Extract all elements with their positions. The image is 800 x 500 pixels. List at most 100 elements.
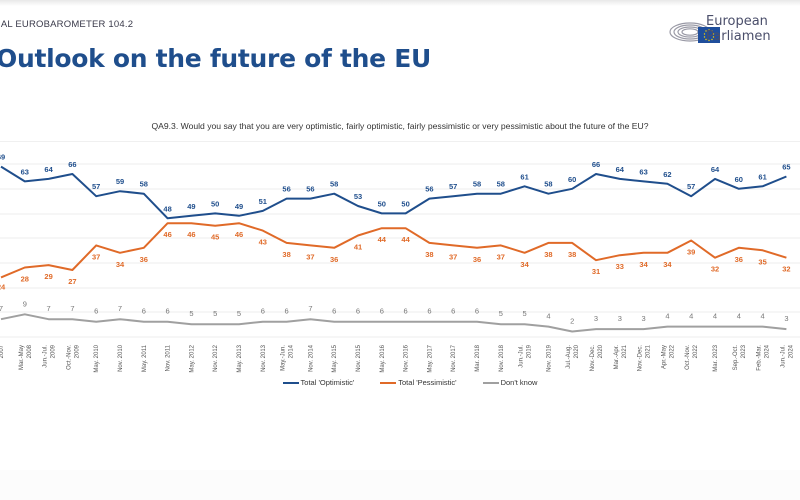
data-label-dont-know: 7 <box>70 304 74 313</box>
x-tick-label: Nov. 2014 <box>308 344 314 372</box>
x-tick-text: Mar. 2018 <box>475 344 481 371</box>
data-label-optimistic: 58 <box>140 180 148 189</box>
logo-line-1: European <box>706 14 768 29</box>
x-tick-text: Jul.-Aug. <box>566 345 572 369</box>
data-label-dont-know: 9 <box>23 299 27 308</box>
data-label-dont-know: 6 <box>475 307 479 316</box>
data-label-optimistic: 50 <box>378 199 386 208</box>
x-tick-text: May. 2011 <box>142 344 148 372</box>
x-tick-text: Feb.-Mar. <box>757 345 763 371</box>
data-label-dont-know: 3 <box>594 314 598 323</box>
data-label-pessimistic: 38 <box>568 250 576 259</box>
data-label-pessimistic: 31 <box>592 267 600 276</box>
data-label-optimistic: 57 <box>449 182 457 191</box>
x-tick-text: May.-Jun. <box>281 345 287 371</box>
data-label-pessimistic: 44 <box>401 235 410 244</box>
data-label-optimistic: 56 <box>282 185 290 194</box>
data-label-pessimistic: 32 <box>782 265 790 274</box>
data-label-pessimistic: 39 <box>687 247 695 256</box>
x-tick-text: 2020 <box>598 344 604 358</box>
x-tick-label: Apr.-May 2022 <box>661 344 675 369</box>
x-tick-text: May. 2013 <box>237 344 243 372</box>
page-title: Outlook on the future of the EU <box>0 44 431 73</box>
data-label-dont-know: 7 <box>308 304 312 313</box>
x-tick-text: Nov. 2019 <box>546 344 552 372</box>
survey-question: QA9.3. Would you say that you are very o… <box>151 121 649 131</box>
data-label-pessimistic: 36 <box>473 255 481 264</box>
series-line-dont-know <box>0 313 787 333</box>
x-tick-text: Mar. 2023 <box>713 344 719 371</box>
data-label-optimistic: 48 <box>163 204 171 213</box>
data-label-optimistic: 64 <box>616 165 625 174</box>
data-label-dont-know: 6 <box>332 307 336 316</box>
data-label-pessimistic: 35 <box>758 257 766 266</box>
data-label-optimistic: 60 <box>735 175 743 184</box>
footer-area <box>0 470 800 500</box>
data-label-optimistic: 58 <box>497 180 505 189</box>
data-label-dont-know: 4 <box>761 312 765 321</box>
data-label-optimistic: 65 <box>782 162 790 171</box>
data-label-optimistic: 61 <box>520 172 528 181</box>
data-label-dont-know: 5 <box>213 309 217 318</box>
x-tick-label: Nov. 2012 <box>213 344 219 372</box>
data-label-optimistic: 64 <box>711 165 720 174</box>
eu-stars-icon <box>703 29 715 42</box>
x-tick-label: May. 2011 <box>142 344 148 372</box>
legend-swatch-dont-know <box>482 381 499 384</box>
x-tick-label: Nov. 2018 <box>499 344 505 372</box>
x-tick-text: Nov. 2017 <box>451 344 457 372</box>
x-tick-text: Nov. 2013 <box>261 344 267 372</box>
x-tick-text: Nov. 2011 <box>166 344 172 371</box>
legend-swatch-pessimistic <box>380 381 397 384</box>
series-line-optimistic <box>0 165 787 220</box>
data-label-pessimistic: 34 <box>663 260 672 269</box>
data-label-dont-know: 6 <box>285 307 289 316</box>
data-label-pessimistic: 46 <box>163 230 171 239</box>
data-label-pessimistic: 34 <box>116 260 125 269</box>
data-label-optimistic: 50 <box>211 199 219 208</box>
data-label-pessimistic: 28 <box>21 275 29 284</box>
data-label-optimistic: 66 <box>592 160 600 169</box>
data-label-dont-know: 4 <box>665 312 669 321</box>
x-tick-label: Nov. 2016 <box>404 344 410 372</box>
x-tick-text: Apr.-May <box>661 345 667 369</box>
data-label-dont-know: 6 <box>261 307 265 316</box>
x-tick-label: May. 2010 <box>94 344 100 372</box>
x-tick-label: Mar.-May 2008 <box>19 344 33 370</box>
data-label-dont-know: 6 <box>142 307 146 316</box>
data-label-dont-know: 6 <box>451 307 455 316</box>
legend-item-dont-know: Don't know <box>482 378 537 387</box>
data-label-optimistic: 66 <box>68 160 76 169</box>
data-label-pessimistic: 43 <box>259 238 267 247</box>
data-label-optimistic: 49 <box>235 202 243 211</box>
x-tick-label: May. 2015 <box>332 344 338 372</box>
x-tick-label: Nov. 2013 <box>261 344 267 372</box>
data-label-optimistic: 53 <box>354 192 362 201</box>
top-shadow-bar <box>0 0 800 6</box>
x-tick-text: Mar.-May <box>19 345 25 370</box>
x-tick-label: Feb.-Mar. 2024 <box>757 344 771 370</box>
data-label-pessimistic: 41 <box>354 243 362 252</box>
legend-item-optimistic: Total 'Optimistic' <box>282 378 354 387</box>
x-tick-label: May.-Jun. 2014 <box>281 344 295 371</box>
data-label-optimistic: 58 <box>330 180 338 189</box>
x-tick-text: Nov. 2015 <box>356 344 362 372</box>
series-line-pessimistic <box>0 222 787 279</box>
x-tick-label: May. 2013 <box>237 344 243 372</box>
data-label-pessimistic: 44 <box>378 235 387 244</box>
data-label-dont-know: 6 <box>380 307 384 316</box>
x-tick-text: 2009 <box>51 344 57 358</box>
x-tick-text: 2022 <box>669 344 675 358</box>
x-tick-text: May. 2012 <box>189 344 195 372</box>
x-tick-text: Nov. 2018 <box>499 344 505 372</box>
data-label-pessimistic: 36 <box>140 255 148 264</box>
data-label-optimistic: 50 <box>401 199 409 208</box>
x-tick-text: Jun.-Jul. <box>43 345 49 368</box>
data-label-pessimistic: 33 <box>616 262 624 271</box>
data-label-optimistic: 57 <box>92 182 100 191</box>
data-label-dont-know: 6 <box>94 307 98 316</box>
x-tick-text: 2019 <box>527 344 533 358</box>
data-label-pessimistic: 38 <box>425 250 433 259</box>
x-tick-text: May. 2016 <box>380 344 386 372</box>
data-label-dont-know: 4 <box>689 312 693 321</box>
